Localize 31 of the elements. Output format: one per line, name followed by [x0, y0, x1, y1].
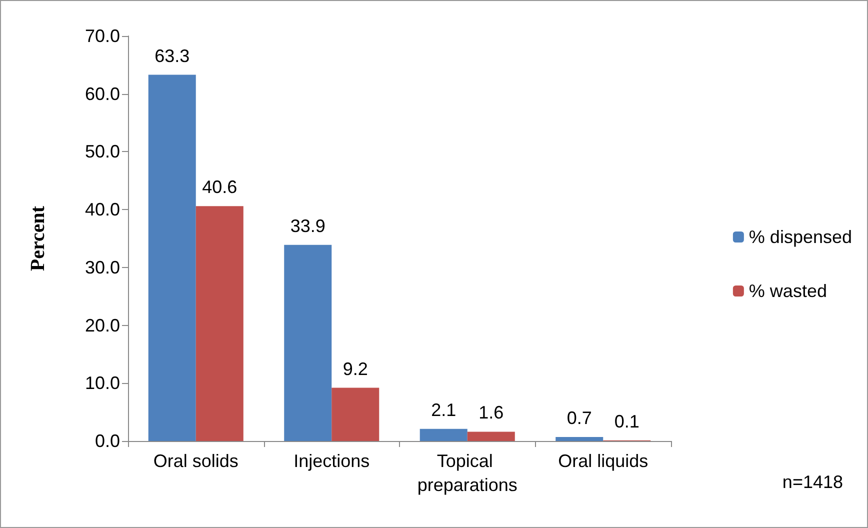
data-label: 33.9: [290, 216, 326, 236]
y-axis-title: Percent: [27, 206, 49, 272]
text: n=1418: [782, 472, 844, 492]
data-label: 1.6: [478, 402, 504, 423]
legend-label: % dispensed: [748, 227, 852, 247]
data-label: 9.2: [342, 358, 368, 379]
data-label: 63.3: [154, 46, 190, 66]
y-tick-label: 30.0: [84, 257, 120, 278]
data-label: 2.1: [431, 400, 456, 420]
y-tick-label: 0.0: [94, 431, 120, 451]
bar: [148, 74, 196, 441]
y-tick-label: 40.0: [84, 200, 120, 220]
x-tick-label: Topical preparations: [417, 451, 518, 495]
bar: [196, 206, 244, 441]
bar: [420, 428, 468, 441]
bar: [556, 436, 604, 441]
bar: [467, 432, 515, 441]
bar: [332, 388, 380, 441]
y-tick-label: 50.0: [84, 142, 120, 162]
y-tick-label: 60.0: [84, 84, 120, 104]
data-label: 40.6: [202, 177, 238, 198]
y-tick-label: 20.0: [84, 315, 120, 336]
x-tick-label: Oral solids: [153, 451, 238, 471]
legend-label: % wasted: [748, 281, 827, 301]
bar: [284, 244, 332, 441]
data-label: 0.7: [566, 408, 592, 428]
x-tick-label: Injections: [294, 451, 370, 471]
y-tick-label: 10.0: [84, 373, 120, 394]
x-tick-label: Oral liquids: [558, 451, 648, 471]
y-tick-label: 70.0: [84, 26, 120, 46]
data-label: 0.1: [614, 411, 640, 432]
